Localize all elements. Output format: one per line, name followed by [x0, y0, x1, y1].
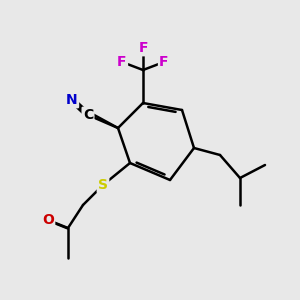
- Text: F: F: [159, 55, 169, 69]
- Text: S: S: [98, 178, 108, 192]
- Text: N: N: [66, 93, 78, 107]
- Text: F: F: [117, 55, 127, 69]
- Text: O: O: [42, 213, 54, 227]
- Text: C: C: [83, 108, 93, 122]
- Text: F: F: [138, 41, 148, 55]
